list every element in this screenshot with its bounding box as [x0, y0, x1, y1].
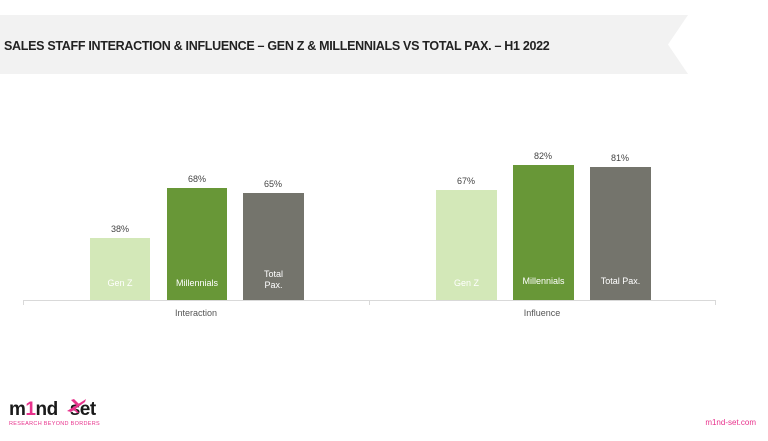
bar-label-millennials: Millennials: [175, 278, 219, 288]
page-title: SALES STAFF INTERACTION & INFLUENCE – GE…: [4, 39, 550, 53]
bar-label-total: Total Pax.: [600, 276, 641, 286]
bar-influence-genz: Gen Z: [436, 190, 497, 300]
x-axis-tick: [369, 300, 370, 305]
category-label-influence: Influence: [523, 308, 561, 318]
bar-interaction-genz: Gen Z: [90, 238, 150, 300]
bar-label-genz: Gen Z: [453, 278, 479, 288]
airplane-icon: [67, 399, 86, 413]
mindset-logo: m1nd set RESEARCH BEYOND BORDERS: [9, 399, 119, 434]
website-link[interactable]: m1nd-set.com: [705, 418, 756, 427]
bar-label-millennials: Millennials: [522, 276, 565, 286]
value-label-influence-millennials: 82%: [533, 151, 552, 161]
bar-label-total-line2: Pax.: [264, 280, 283, 290]
logo-tagline: RESEARCH BEYOND BORDERS: [9, 421, 100, 427]
value-label-interaction-millennials: 68%: [187, 174, 206, 184]
value-label-interaction-total: 65%: [263, 179, 282, 189]
title-banner: SALES STAFF INTERACTION & INFLUENCE – GE…: [0, 15, 688, 74]
value-label-influence-total: 81%: [610, 153, 629, 163]
bar-label-total-line1: Total: [263, 269, 283, 279]
value-label-influence-genz: 67%: [456, 176, 475, 186]
bar-influence-millennials: Millennials: [513, 165, 574, 300]
bar-interaction-total: Total Pax.: [243, 193, 304, 300]
x-axis-tick: [715, 300, 716, 305]
bar-interaction-millennials: Millennials: [167, 188, 227, 300]
value-label-interaction-genz: 38%: [110, 224, 129, 234]
bar-label-genz: Gen Z: [107, 278, 133, 288]
bar-influence-total: Total Pax.: [590, 167, 651, 300]
banner-shape: [0, 15, 688, 74]
category-label-interaction: Interaction: [174, 308, 218, 318]
x-axis-tick: [23, 300, 24, 305]
